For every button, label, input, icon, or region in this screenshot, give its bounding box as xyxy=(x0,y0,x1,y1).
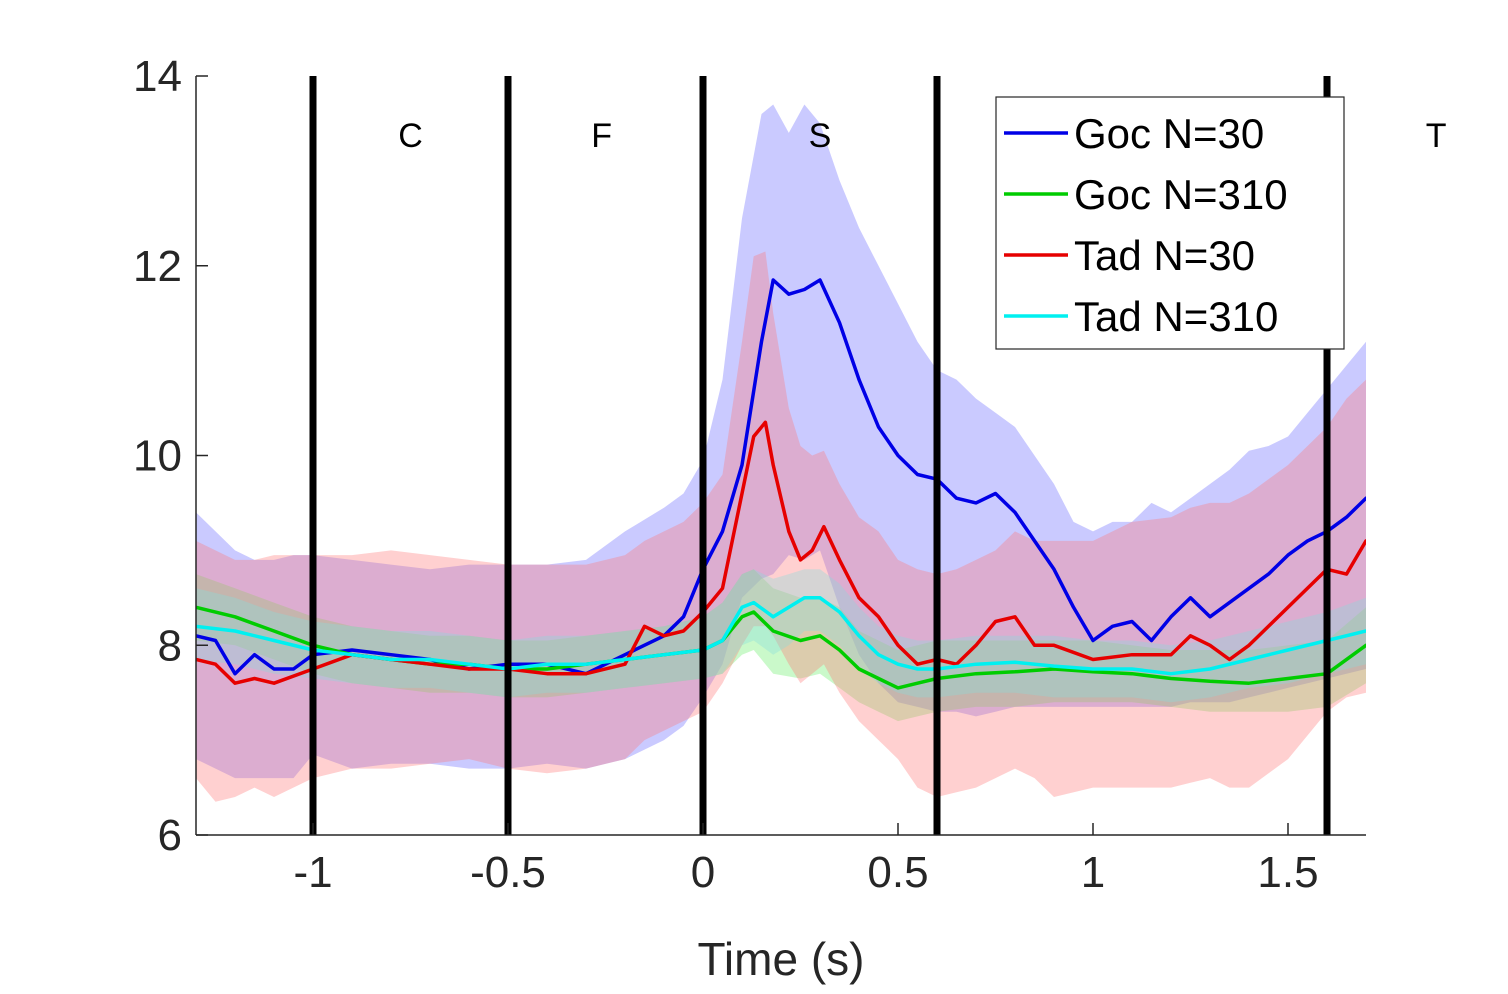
x-axis-title: Time (s) xyxy=(698,933,865,985)
epoch-label-s: S xyxy=(809,117,832,155)
legend-label-4: Tad N=310 xyxy=(1074,293,1278,340)
legend-label-3: Tad N=30 xyxy=(1074,232,1255,279)
epoch-label-t: T xyxy=(1426,117,1447,155)
x-tick-label: 0 xyxy=(691,848,715,897)
series-lines xyxy=(196,278,1366,690)
epoch-label-f: F xyxy=(591,117,612,155)
x-tick-label: -1 xyxy=(293,848,332,897)
y-tick-label: 14 xyxy=(133,52,182,101)
epoch-boundary-lines xyxy=(309,76,1331,835)
line-series-3 xyxy=(196,420,1366,685)
x-tick-label: 1 xyxy=(1081,848,1105,897)
legend-box xyxy=(995,96,1345,350)
legend: Goc N=30 Goc N=310 Tad N=30 Tad N=310 xyxy=(995,96,1345,350)
y-tick-label: 12 xyxy=(133,242,182,291)
band-series-3 xyxy=(196,251,1366,802)
y-tick-label: 8 xyxy=(158,621,182,670)
epoch-label-c: C xyxy=(398,117,423,155)
x-axis-ticks: -1 -0.5 0 0.5 1 1.5 xyxy=(293,823,1319,897)
x-tick-label: 1.5 xyxy=(1257,848,1318,897)
y-tick-label: 10 xyxy=(133,432,182,481)
x-tick-label: 0.5 xyxy=(867,848,928,897)
y-tick-label: 6 xyxy=(158,811,182,860)
legend-label-2: Goc N=310 xyxy=(1074,171,1288,218)
line-series-1 xyxy=(196,278,1366,676)
y-axis-ticks: 6 8 10 12 14 xyxy=(133,52,208,860)
x-tick-label: -0.5 xyxy=(470,848,546,897)
line-series-4 xyxy=(196,596,1366,676)
band-series-2 xyxy=(196,569,1366,722)
legend-label-1: Goc N=30 xyxy=(1074,110,1264,157)
